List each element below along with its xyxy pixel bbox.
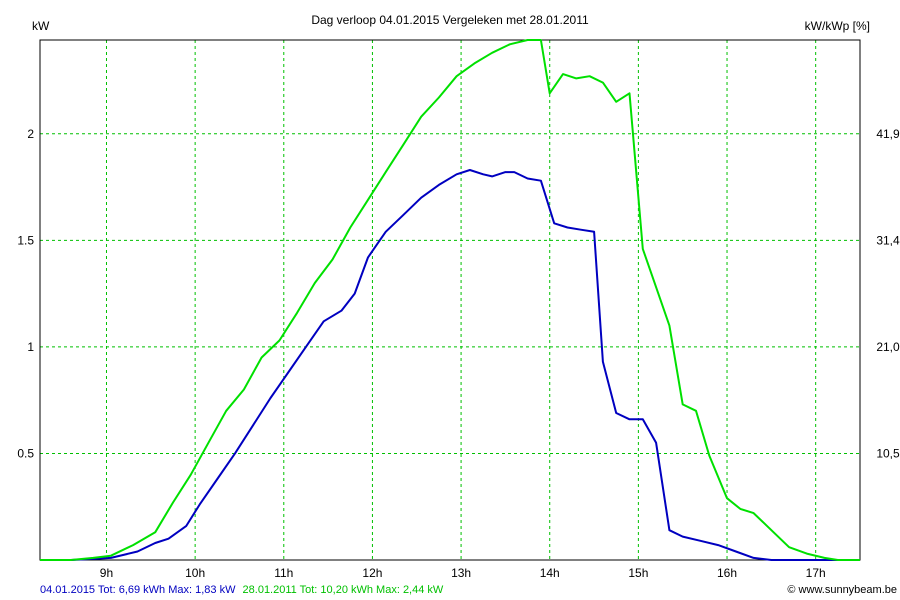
x-tick-label-4: 13h — [451, 566, 471, 580]
x-tick-label-8: 17h — [806, 566, 826, 580]
chart-title: Dag verloop 04.01.2015 Vergeleken met 28… — [311, 13, 589, 27]
y-tick-label-right-3: 41,9 — [876, 127, 900, 141]
x-tick-labels: 9h 10h 11h 12h 13h 14h 15h 16h 17h — [100, 566, 826, 580]
y-tick-label-right-2: 31,4 — [876, 233, 900, 247]
y-axis-label-left: kW — [32, 19, 50, 33]
y-tick-label-right-0: 10,5 — [876, 446, 900, 460]
y-axis-label-right: kW/kWp [%] — [805, 19, 870, 33]
y-tick-labels-right: 10,5 21,0 31,4 41,9 — [876, 127, 900, 461]
grid — [40, 40, 860, 560]
plot-frame — [39, 39, 861, 561]
x-tick-label-7: 16h — [717, 566, 737, 580]
x-tick-label-3: 12h — [362, 566, 382, 580]
series-line-2 — [40, 39, 860, 561]
x-tick-label-6: 15h — [628, 566, 648, 580]
legend-footer: 04.01.2015 Tot: 6,69 kWh Max: 1,83 kW 28… — [40, 584, 444, 596]
x-tick-label-5: 14h — [540, 566, 560, 580]
y-tick-label-left-0: 0.5 — [17, 446, 34, 460]
x-tick-label-1: 10h — [185, 566, 205, 580]
credit-text: © www.sunnybeam.be — [787, 584, 897, 596]
legend-series-2: 28.01.2011 Tot: 10,20 kWh Max: 2,44 kW — [243, 584, 444, 596]
legend-series-1: 04.01.2015 Tot: 6,69 kWh Max: 1,83 kW — [40, 584, 236, 596]
series-line-1 — [40, 169, 860, 561]
x-tick-label-0: 9h — [100, 566, 113, 580]
y-tick-label-left-3: 2 — [27, 127, 34, 141]
y-tick-label-right-1: 21,0 — [876, 340, 900, 354]
y-tick-label-left-2: 1.5 — [17, 233, 34, 247]
x-tick-label-2: 11h — [274, 566, 293, 580]
y-tick-labels-left: 0.5 1 1.5 2 — [17, 127, 34, 461]
y-tick-label-left-1: 1 — [27, 340, 34, 354]
series-group — [40, 39, 860, 561]
